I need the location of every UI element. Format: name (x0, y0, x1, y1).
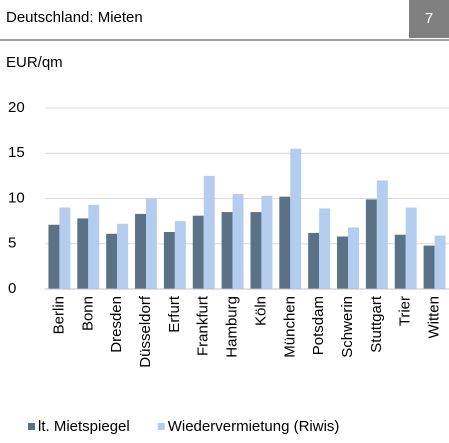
legend-label: Wiedervermietung (Riwis) (168, 418, 340, 435)
bar (163, 231, 175, 289)
bar (48, 224, 60, 289)
x-tick-label: Witten (426, 296, 443, 339)
bar (203, 175, 215, 289)
bar (77, 218, 89, 289)
bar (174, 221, 186, 289)
bar (279, 196, 291, 289)
bar (434, 235, 446, 289)
y-tick-label: 15 (8, 144, 25, 161)
x-tick-label: Schwerin (339, 296, 356, 358)
x-tick-label: München (281, 296, 298, 358)
bar (106, 233, 118, 289)
legend-swatch (28, 423, 35, 430)
y-tick-label: 0 (8, 280, 16, 297)
bar (394, 234, 406, 289)
x-tick-label: Köln (252, 296, 269, 326)
bar (192, 215, 204, 289)
x-tick-label: Berlin (50, 296, 67, 334)
bar (250, 212, 262, 289)
unit-label: EUR/qm (6, 54, 63, 71)
legend-swatch (157, 423, 165, 430)
bar (261, 195, 273, 289)
bar (232, 193, 244, 289)
bar (319, 208, 331, 289)
y-tick-label: 10 (8, 189, 25, 206)
bar (290, 148, 302, 289)
bar (117, 223, 129, 289)
x-tick-label: Dresden (108, 296, 125, 353)
bar (423, 245, 435, 289)
y-tick-label: 20 (8, 99, 25, 116)
x-tick-label: Trier (397, 296, 414, 326)
header-title: Deutschland: Mieten (6, 9, 143, 26)
x-tick-label: Stuttgart (368, 295, 385, 353)
page-box (409, 0, 449, 38)
legend-label: lt. Mietspiegel (38, 418, 130, 435)
y-tick-label: 5 (8, 235, 16, 252)
x-tick-label: Potsdam (310, 296, 327, 355)
page-number: 7 (425, 10, 433, 27)
bar (405, 207, 417, 289)
x-tick-label: Hamburg (224, 296, 241, 358)
bar (135, 213, 146, 289)
bar (221, 212, 233, 289)
x-tick-label: Bonn (79, 296, 96, 331)
x-tick-label: Frankfurt (195, 295, 212, 356)
bar (365, 199, 377, 289)
x-tick-label: Erfurt (166, 295, 183, 333)
bar (308, 232, 320, 289)
bar (146, 198, 157, 289)
x-tick-label: Düsseldorf (137, 295, 154, 368)
bar (59, 207, 71, 289)
bar (337, 236, 348, 289)
bar (348, 227, 359, 289)
bar (88, 204, 100, 289)
bar (376, 180, 388, 289)
